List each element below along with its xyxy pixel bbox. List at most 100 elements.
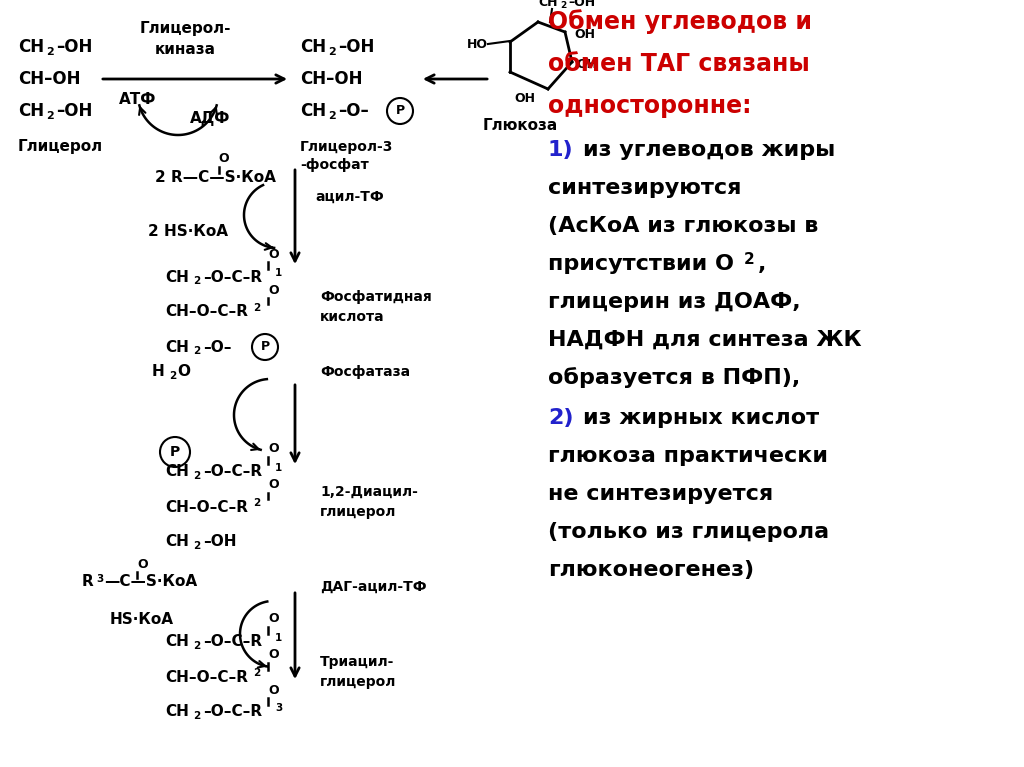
Text: 1,2-Диацил-: 1,2-Диацил- xyxy=(319,485,418,499)
Text: НАДФН для синтеза ЖК: НАДФН для синтеза ЖК xyxy=(548,330,861,350)
Text: OH: OH xyxy=(514,93,536,106)
Text: ,: , xyxy=(758,254,766,274)
Text: –OH: –OH xyxy=(338,38,375,56)
Text: CH: CH xyxy=(300,38,326,56)
Text: –O–: –O– xyxy=(338,102,369,120)
Text: CH: CH xyxy=(165,535,188,549)
Text: OH: OH xyxy=(574,28,595,41)
Text: из углеводов жиры: из углеводов жиры xyxy=(583,140,836,160)
Text: 2: 2 xyxy=(193,346,201,356)
Text: Глицерол: Глицерол xyxy=(18,140,103,154)
Text: CH: CH xyxy=(18,102,44,120)
Text: 1: 1 xyxy=(275,463,283,473)
Text: CH: CH xyxy=(165,705,188,719)
Text: CH: CH xyxy=(538,0,557,8)
Text: 2: 2 xyxy=(193,276,201,286)
Text: 2: 2 xyxy=(46,47,53,57)
Text: –O–C–R: –O–C–R xyxy=(203,634,262,650)
Text: образуется в ПФП),: образуется в ПФП), xyxy=(548,367,800,388)
Text: глицерол: глицерол xyxy=(319,505,396,519)
Text: ДАГ-ацил-ТФ: ДАГ-ацил-ТФ xyxy=(319,580,427,594)
Text: O: O xyxy=(268,613,279,626)
Text: HS·КоА: HS·КоА xyxy=(110,613,174,627)
Text: O: O xyxy=(268,649,279,661)
Text: Глюкоза: Глюкоза xyxy=(482,117,558,133)
Text: CH–OH: CH–OH xyxy=(300,70,362,88)
Text: Глицерол-3: Глицерол-3 xyxy=(300,140,393,154)
Text: 2: 2 xyxy=(560,2,566,11)
Text: ацил-ТФ: ацил-ТФ xyxy=(315,190,384,204)
Text: —C—S·КоА: —C—S·КоА xyxy=(104,574,198,590)
Text: 1: 1 xyxy=(275,633,283,643)
Text: P: P xyxy=(260,341,269,354)
Text: –O–C–R: –O–C–R xyxy=(203,465,262,479)
Text: глицерол: глицерол xyxy=(319,675,396,689)
Text: односторонне:: односторонне: xyxy=(548,94,752,118)
Text: 2: 2 xyxy=(328,111,336,121)
Text: P: P xyxy=(395,104,404,117)
Text: глюконеогенез): глюконеогенез) xyxy=(548,560,754,580)
Text: кислота: кислота xyxy=(319,310,385,324)
Text: присутствии О: присутствии О xyxy=(548,254,734,274)
Text: 2: 2 xyxy=(193,711,201,721)
Text: 2 HS·КоА: 2 HS·КоА xyxy=(148,225,228,239)
Text: Глицерол-: Глицерол- xyxy=(139,21,230,37)
Text: Фосфатидная: Фосфатидная xyxy=(319,290,432,304)
Text: 3: 3 xyxy=(275,703,283,713)
Text: CH: CH xyxy=(165,465,188,479)
Text: 2: 2 xyxy=(193,471,201,481)
Text: 2): 2) xyxy=(548,408,573,428)
Text: 3: 3 xyxy=(96,574,103,584)
Text: 2: 2 xyxy=(169,371,176,381)
Text: 2: 2 xyxy=(46,111,53,121)
Text: (только из глицерола: (только из глицерола xyxy=(548,522,829,542)
Text: CH–O–C–R: CH–O–C–R xyxy=(165,670,248,684)
Text: Обмен углеводов и: Обмен углеводов и xyxy=(548,10,812,35)
Text: O: O xyxy=(268,284,279,297)
Text: CH: CH xyxy=(165,634,188,650)
Text: O: O xyxy=(177,364,190,380)
Text: –OH: –OH xyxy=(56,102,92,120)
Text: CH: CH xyxy=(300,102,326,120)
Text: глицерин из ДОАФ,: глицерин из ДОАФ, xyxy=(548,292,801,312)
Text: из жирных кислот: из жирных кислот xyxy=(583,408,819,428)
Text: H: H xyxy=(152,364,165,380)
Text: O: O xyxy=(218,153,228,166)
Text: P: P xyxy=(170,445,180,459)
Text: O: O xyxy=(137,558,147,571)
Text: 2: 2 xyxy=(253,303,260,313)
Text: обмен ТАГ связаны: обмен ТАГ связаны xyxy=(548,52,810,76)
Text: O: O xyxy=(268,443,279,456)
Text: киназа: киназа xyxy=(155,41,215,57)
Text: -фосфат: -фосфат xyxy=(300,158,369,172)
Text: 1: 1 xyxy=(275,268,283,278)
Text: 2: 2 xyxy=(744,252,755,266)
Text: 2: 2 xyxy=(193,641,201,651)
Text: –OH: –OH xyxy=(568,0,595,8)
Text: OH: OH xyxy=(575,58,597,71)
Text: HO: HO xyxy=(467,38,488,51)
Text: –OH: –OH xyxy=(203,535,237,549)
Text: –OH: –OH xyxy=(56,38,92,56)
Text: Триацил-: Триацил- xyxy=(319,655,394,669)
Text: O: O xyxy=(268,479,279,492)
Text: глюкоза практически: глюкоза практически xyxy=(548,446,828,466)
Text: –O–C–R: –O–C–R xyxy=(203,269,262,285)
Text: –O–C–R: –O–C–R xyxy=(203,705,262,719)
Text: 2: 2 xyxy=(253,498,260,508)
Text: CH–O–C–R: CH–O–C–R xyxy=(165,499,248,515)
Text: –O–: –O– xyxy=(203,340,231,354)
Text: 1): 1) xyxy=(548,140,573,160)
Text: 2: 2 xyxy=(193,541,201,551)
Text: АДФ: АДФ xyxy=(189,111,230,127)
Text: Фосфатаза: Фосфатаза xyxy=(319,365,411,379)
Text: 2: 2 xyxy=(253,668,260,678)
Text: CH: CH xyxy=(165,269,188,285)
Text: АТФ: АТФ xyxy=(120,91,157,107)
Text: синтезируются: синтезируются xyxy=(548,178,741,198)
Text: CH: CH xyxy=(165,340,188,354)
Text: (АсКоА из глюкозы в: (АсКоА из глюкозы в xyxy=(548,216,818,236)
Text: CH–OH: CH–OH xyxy=(18,70,81,88)
Text: CH: CH xyxy=(18,38,44,56)
Text: O: O xyxy=(268,248,279,261)
